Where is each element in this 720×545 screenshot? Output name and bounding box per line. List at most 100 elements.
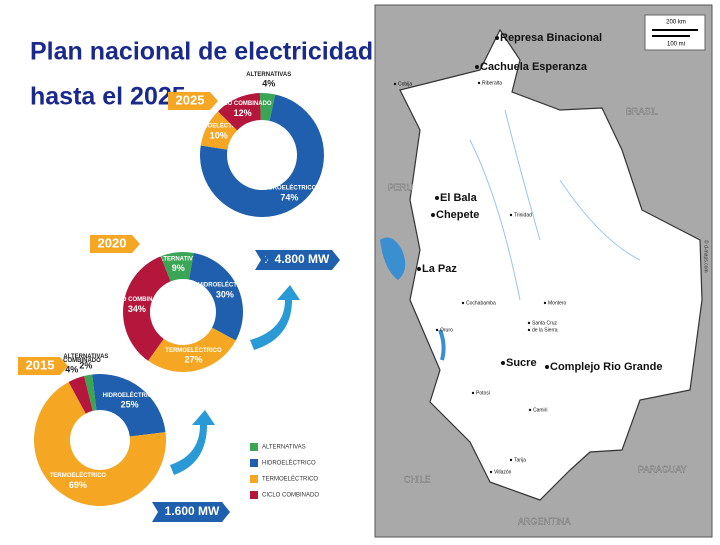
legend-swatch bbox=[250, 459, 258, 467]
city-dot bbox=[471, 391, 475, 395]
city-label: Tarija bbox=[514, 457, 526, 463]
arrow bbox=[250, 285, 300, 350]
city-dot bbox=[509, 213, 513, 217]
year-label: 2025 bbox=[176, 92, 205, 107]
donut-segment bbox=[122, 256, 171, 361]
city-dot bbox=[495, 36, 499, 40]
country-label: CHILE bbox=[404, 474, 431, 484]
country-label: ARGENTINA bbox=[518, 516, 571, 526]
country-label: PERU bbox=[388, 182, 413, 192]
segment-value: 9% bbox=[172, 263, 185, 273]
segment-category: HIDROELÉCTRICO bbox=[198, 280, 252, 288]
city-label: Oruro bbox=[440, 327, 453, 333]
segment-value: 34% bbox=[128, 304, 146, 314]
city-label: Trinidad bbox=[514, 212, 532, 218]
city-label: Cochabamba bbox=[466, 300, 496, 306]
total-badge bbox=[262, 250, 340, 270]
year-badge bbox=[90, 235, 140, 253]
city-dot bbox=[417, 267, 421, 271]
lake-titicaca bbox=[380, 237, 406, 280]
city-dot bbox=[435, 196, 439, 200]
segment-category: ALTERNATIVAS bbox=[156, 256, 201, 262]
lake-poopo bbox=[438, 329, 446, 361]
segment-value: 27% bbox=[184, 355, 202, 365]
segment-value: 30% bbox=[216, 289, 234, 299]
rivers bbox=[469, 109, 641, 301]
legend-swatch bbox=[250, 443, 258, 451]
total-label: 1.600 MW bbox=[165, 504, 220, 518]
project-label: Complejo Rio Grande bbox=[550, 361, 662, 373]
project-label: Chepete bbox=[436, 209, 479, 221]
segment-category: CICLO COMBINADO bbox=[43, 358, 101, 364]
growth-arrows bbox=[170, 285, 300, 475]
city-dot bbox=[527, 328, 531, 332]
segment-value: 4% bbox=[65, 365, 78, 375]
map-scale: 200 km 100 mi bbox=[644, 14, 706, 51]
city-label: Santa Cruz bbox=[532, 320, 558, 326]
scale-mi: 100 mi bbox=[667, 42, 685, 48]
city-dot bbox=[393, 82, 397, 86]
donut-segment bbox=[200, 94, 324, 217]
city-dot bbox=[461, 301, 465, 305]
project-label: El Bala bbox=[440, 192, 478, 204]
city-label: Montero bbox=[548, 300, 567, 306]
year-label: 2020 bbox=[98, 235, 127, 250]
segment-category: CICLO COMBINADO bbox=[108, 297, 166, 303]
scale-km: 200 km bbox=[666, 20, 686, 26]
scale-box bbox=[644, 14, 706, 51]
donut-segment bbox=[200, 111, 238, 150]
segment-value: 10% bbox=[210, 131, 228, 141]
total-label: 4.800 MW bbox=[275, 252, 330, 266]
segment-category: HIDROELÉCTRICO bbox=[103, 391, 157, 399]
city-label: Villazón bbox=[494, 469, 512, 475]
city-dot bbox=[489, 470, 493, 474]
project-label: Represa Binacional bbox=[500, 32, 602, 44]
donut-segment bbox=[188, 252, 243, 341]
donut-segment bbox=[160, 251, 194, 282]
city-dot bbox=[477, 81, 481, 85]
legend-label: ALTERNATIVAS bbox=[262, 445, 306, 451]
city-dot bbox=[545, 365, 549, 369]
segment-category: TERMOELÉCTRICO bbox=[191, 122, 248, 130]
segment-category: TERMOELÉCTRICO bbox=[50, 471, 107, 479]
segment-value: 74% bbox=[280, 192, 298, 202]
city-label: Potosí bbox=[476, 390, 491, 396]
segment-value: 2% bbox=[79, 361, 92, 371]
donut-segment bbox=[34, 381, 167, 507]
city-dot bbox=[527, 321, 531, 325]
donut-segment bbox=[259, 93, 276, 121]
legend-swatch bbox=[250, 475, 258, 483]
city-dot bbox=[435, 328, 439, 332]
country-label: PARAGUAY bbox=[638, 464, 687, 474]
title-line: Plan nacional de electricidad bbox=[30, 38, 373, 66]
segment-category: ALTERNATIVAS bbox=[63, 354, 108, 360]
year-badge bbox=[168, 92, 218, 110]
segment-category: CICLO COMBINADO bbox=[214, 101, 272, 107]
city-label: Camiri bbox=[533, 407, 547, 413]
segment-category: ALTERNATIVAS bbox=[246, 72, 291, 78]
legend-label: CICLO COMBINADO bbox=[262, 493, 319, 499]
segment-category: TERMOELÉCTRICO bbox=[165, 346, 222, 354]
segment-category: HIDROELÉCTRICO bbox=[262, 184, 316, 192]
arrow bbox=[170, 410, 215, 475]
segment-value: 25% bbox=[121, 400, 139, 410]
city-dot bbox=[431, 213, 435, 217]
bolivia-shape bbox=[399, 28, 703, 501]
project-label: Cachuela Esperanza bbox=[480, 61, 588, 73]
year-badge bbox=[18, 357, 68, 375]
city-dot bbox=[475, 65, 479, 69]
year-label: 2015 bbox=[26, 357, 55, 372]
project-label: Sucre bbox=[506, 357, 537, 369]
donut-segment bbox=[148, 327, 236, 372]
legend-swatch bbox=[250, 491, 258, 499]
legend-label: HIDROELÉCTRICO bbox=[262, 460, 316, 467]
city-label: Cobija bbox=[398, 81, 412, 87]
city-label: Riberalta bbox=[482, 80, 502, 86]
project-label: La Paz bbox=[422, 263, 457, 275]
donut-segment bbox=[68, 375, 93, 414]
country-label: BRASIL bbox=[626, 106, 658, 116]
donut-segment bbox=[84, 374, 97, 411]
city-dot bbox=[528, 408, 532, 412]
map-credit: © d-maps.com bbox=[703, 240, 710, 273]
